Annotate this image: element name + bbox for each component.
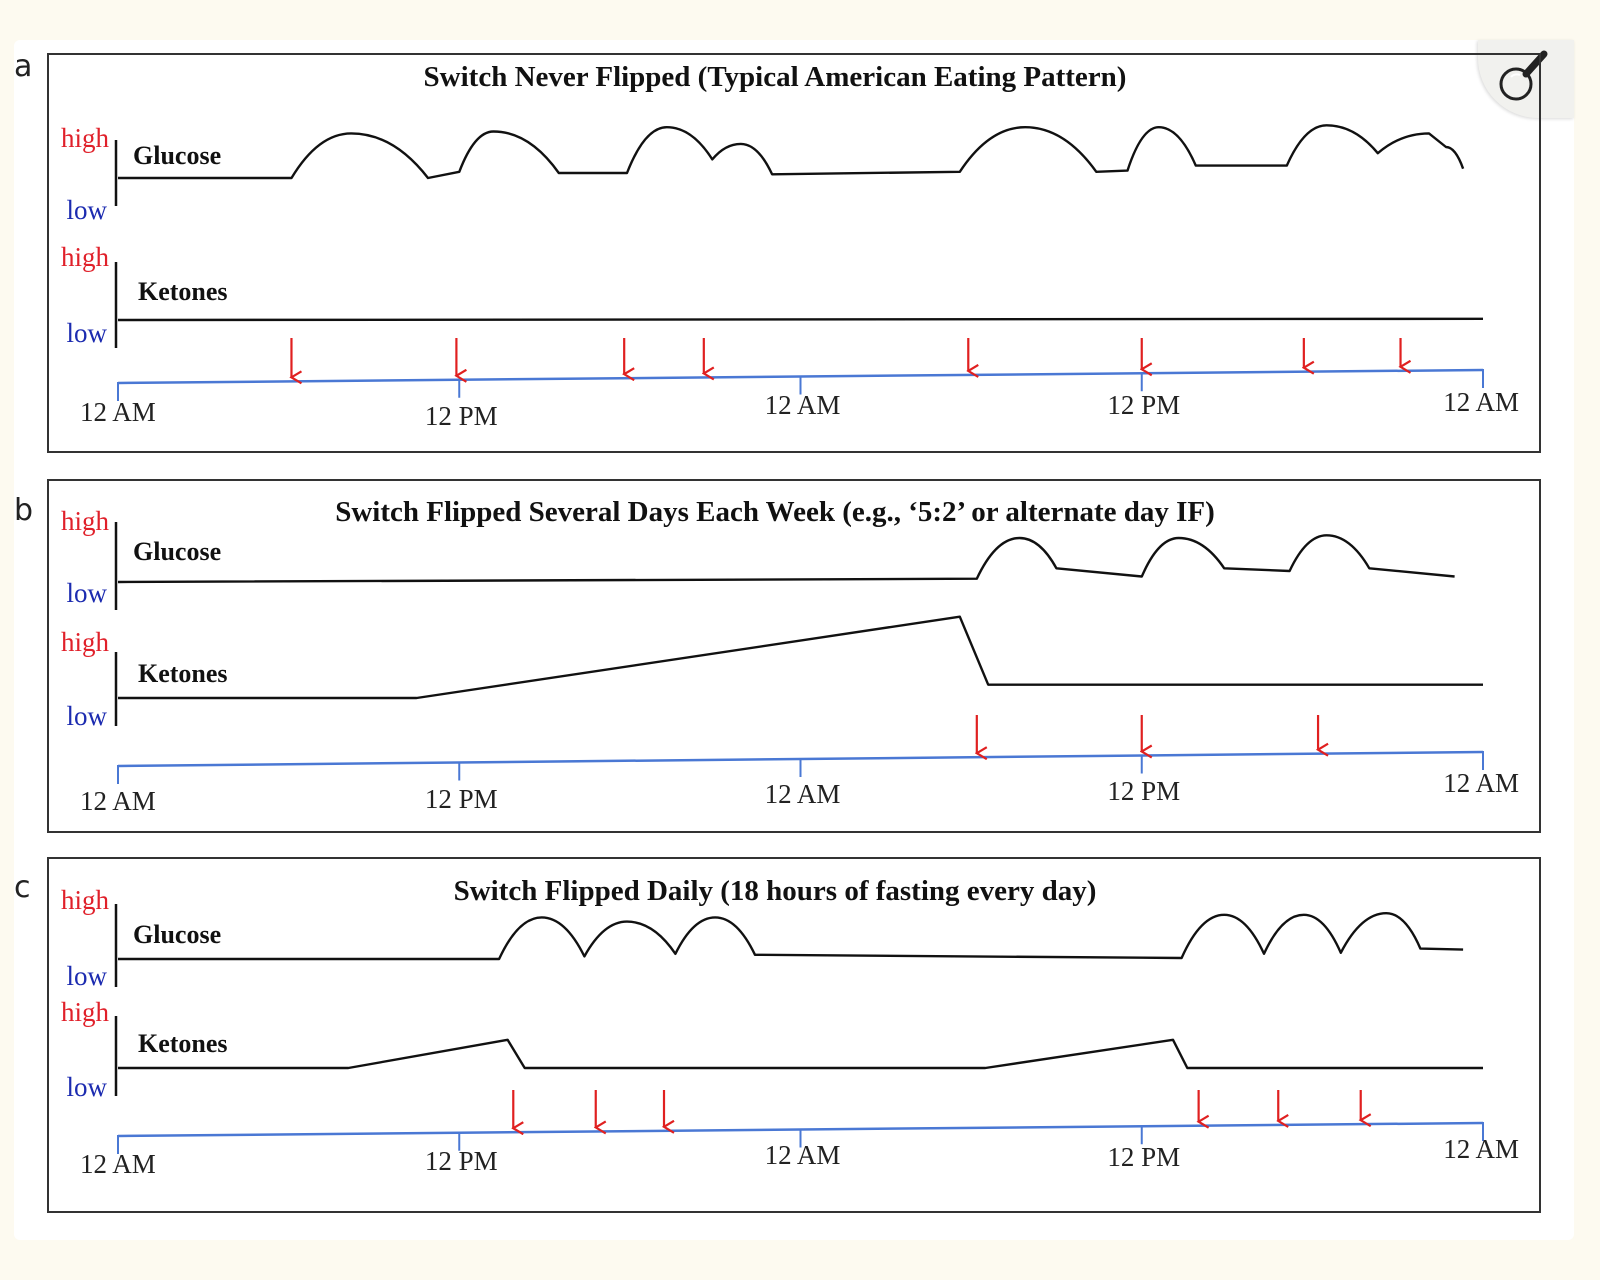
panel-c-glucose-label: Glucose bbox=[133, 920, 221, 949]
panel-a-glucose-curve bbox=[118, 124, 1465, 180]
figure-card bbox=[14, 40, 1574, 1240]
panel-c-ketones-high-label: high bbox=[61, 997, 110, 1027]
panel-b-glucose-label: Glucose bbox=[133, 537, 221, 566]
panel-b-title: Switch Flipped Several Days Each Week (e… bbox=[335, 496, 1215, 528]
panel-a-tick-label: 12 PM bbox=[425, 401, 498, 431]
panel-c-tick-label: 12 AM bbox=[1443, 1134, 1519, 1164]
panel-a-tick-label: 12 AM bbox=[765, 390, 841, 420]
panel-c-tick-label: 12 PM bbox=[425, 1146, 498, 1176]
panel-a-title: Switch Never Flipped (Typical American E… bbox=[424, 61, 1127, 93]
panel-c-glucose-high-label: high bbox=[61, 885, 110, 915]
panel-a-glucose-low-label: low bbox=[67, 195, 108, 225]
panel-c-ketones-curve bbox=[118, 1038, 1483, 1070]
panel-a-glucose-label: Glucose bbox=[133, 141, 221, 170]
panel-b-glucose-curve bbox=[117, 534, 1455, 584]
panel-b-tick-label: 12 PM bbox=[1107, 776, 1180, 806]
panel-b-ketones-curve bbox=[118, 615, 1483, 700]
panel-c-frame bbox=[47, 857, 1541, 1213]
panel-c-tick-label: 12 PM bbox=[1107, 1142, 1180, 1172]
panel-b-tick-label: 12 AM bbox=[1443, 768, 1519, 798]
panel-c-ketones-label: Ketones bbox=[138, 1029, 228, 1058]
panel-a-ketones-label: Ketones bbox=[138, 277, 228, 306]
panel-c-ketones-low-label: low bbox=[67, 1072, 108, 1102]
panel-b-ketones-high-label: high bbox=[61, 627, 110, 657]
panel-a-ketones-low-label: low bbox=[67, 318, 108, 348]
panel-a-ketones-curve bbox=[117, 317, 1484, 322]
panel-a-tick-label: 12 PM bbox=[1107, 390, 1180, 420]
panel-b-ketones-low-label: low bbox=[67, 701, 108, 731]
panel-a-frame bbox=[47, 53, 1541, 453]
panel-c-tick-label: 12 AM bbox=[80, 1149, 156, 1179]
panel-c-glucose-curve bbox=[118, 912, 1464, 961]
panel-c-tick-label: 12 AM bbox=[765, 1140, 841, 1170]
panel-b-letter: b bbox=[14, 493, 33, 528]
panel-b-glucose-high-label: high bbox=[61, 506, 110, 536]
panel-b-glucose-low-label: low bbox=[67, 578, 108, 608]
panel-a-letter: a bbox=[14, 49, 32, 84]
panel-b-tick-label: 12 AM bbox=[765, 779, 841, 809]
panel-a-glucose-high-label: high bbox=[61, 123, 110, 153]
panel-c-glucose-low-label: low bbox=[67, 961, 108, 991]
panel-c-letter: c bbox=[14, 870, 31, 905]
panel-a-tick-label: 12 AM bbox=[80, 397, 156, 427]
panel-b-tick-label: 12 PM bbox=[425, 784, 498, 814]
panel-b-ketones-label: Ketones bbox=[138, 659, 228, 688]
panel-b-tick-label: 12 AM bbox=[80, 786, 156, 816]
panel-b-frame bbox=[47, 479, 1541, 833]
panel-a-tick-label: 12 AM bbox=[1443, 387, 1519, 417]
panel-c-title: Switch Flipped Daily (18 hours of fastin… bbox=[454, 875, 1097, 907]
panel-a-ketones-high-label: high bbox=[61, 242, 110, 272]
